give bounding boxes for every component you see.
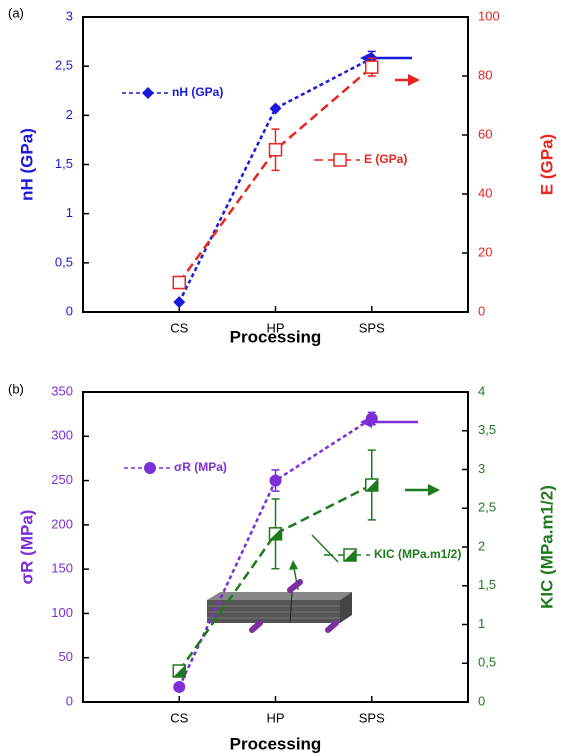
- marker-fill: [269, 527, 282, 540]
- marker: [269, 474, 282, 487]
- y-tick-label: 1,5: [55, 156, 73, 171]
- marker: [172, 664, 186, 678]
- marker: [173, 680, 186, 693]
- y-tick-label: 0: [66, 693, 73, 708]
- y-tick-label: 1: [66, 205, 73, 220]
- y2-tick-label: 1,5: [478, 577, 496, 592]
- series: [173, 411, 378, 693]
- legend-label: E (GPa): [364, 152, 407, 166]
- beam-notch: [289, 591, 293, 624]
- y2-tick-label: 3: [478, 461, 485, 476]
- marker: [172, 275, 186, 290]
- y2-tick-label: 20: [478, 244, 492, 259]
- legend-label: KIC (MPa.m1/2): [374, 547, 461, 561]
- arrow-head: [289, 560, 298, 570]
- y-tick-label: 3: [66, 8, 73, 23]
- y-tick-label: 50: [59, 649, 73, 664]
- y-tick-label: 300: [51, 428, 73, 443]
- marker-fill: [365, 479, 378, 491]
- series-line: [178, 57, 373, 303]
- x-axis-label: Processing: [230, 734, 322, 753]
- y-axis-label: σR (MPa): [17, 510, 36, 585]
- series: [172, 449, 379, 678]
- pin: [287, 579, 303, 593]
- marker: [343, 548, 357, 562]
- y2-axis-label: KIC (MPa.m1/2): [537, 485, 556, 609]
- y2-tick-label: 4: [478, 383, 485, 398]
- y-tick-label: 150: [51, 561, 73, 576]
- y-tick-label: 200: [51, 516, 73, 531]
- y2-tick-label: 2: [478, 538, 485, 553]
- y2-axis-label: E (GPa): [537, 134, 556, 195]
- y2-tick-label: 80: [478, 67, 492, 82]
- marker: [365, 478, 379, 492]
- arrow: [311, 534, 339, 563]
- marker: [144, 462, 156, 474]
- panel-label: (a): [8, 5, 24, 20]
- y-axis-label: nH (GPa): [17, 128, 36, 201]
- series-line: [178, 483, 373, 672]
- marker: [333, 153, 347, 167]
- marker: [173, 296, 186, 309]
- y2-tick-label: 100: [478, 8, 500, 23]
- marker: [365, 412, 378, 425]
- x-tick-label: CS: [170, 320, 188, 335]
- y2-tick-label: 0: [478, 303, 485, 318]
- panel-label: (b): [8, 381, 24, 396]
- legend-label: σR (MPa): [174, 460, 227, 474]
- y-tick-label: 0,5: [55, 254, 73, 269]
- beam-inset: [207, 579, 352, 633]
- marker-fill: [173, 665, 186, 677]
- y-tick-label: 2,5: [55, 58, 73, 73]
- series: [172, 57, 379, 290]
- beam-top: [207, 592, 352, 600]
- x-tick-label: SPS: [359, 710, 385, 725]
- marker: [142, 87, 154, 99]
- pin: [249, 620, 263, 633]
- marker: [269, 102, 282, 115]
- beam-side: [340, 592, 352, 623]
- marker: [268, 143, 283, 157]
- y-tick-label: 0: [66, 303, 73, 318]
- y-tick-label: 2: [66, 107, 73, 122]
- y2-tick-label: 0,5: [478, 655, 496, 670]
- y2-tick-label: 40: [478, 185, 492, 200]
- arrow-head: [428, 484, 440, 496]
- legend-label: nH (GPa): [172, 85, 223, 99]
- y2-tick-label: 60: [478, 126, 492, 141]
- x-axis-label: Processing: [230, 327, 322, 346]
- arrow-head: [408, 74, 420, 86]
- x-tick-label: HP: [266, 320, 284, 335]
- y-tick-label: 100: [51, 605, 73, 620]
- y2-tick-label: 0: [478, 693, 485, 708]
- x-tick-label: SPS: [359, 320, 385, 335]
- pin: [325, 620, 339, 633]
- marker-fill: [344, 549, 356, 561]
- marker: [365, 60, 379, 74]
- y-tick-label: 350: [51, 383, 73, 398]
- marker: [268, 527, 283, 541]
- y-tick-label: 250: [51, 472, 73, 487]
- x-tick-label: HP: [266, 710, 284, 725]
- y2-tick-label: 2,5: [478, 500, 496, 515]
- y2-tick-label: 3,5: [478, 422, 496, 437]
- y2-tick-label: 1: [478, 616, 485, 631]
- series-line: [178, 66, 373, 284]
- x-tick-label: CS: [170, 710, 188, 725]
